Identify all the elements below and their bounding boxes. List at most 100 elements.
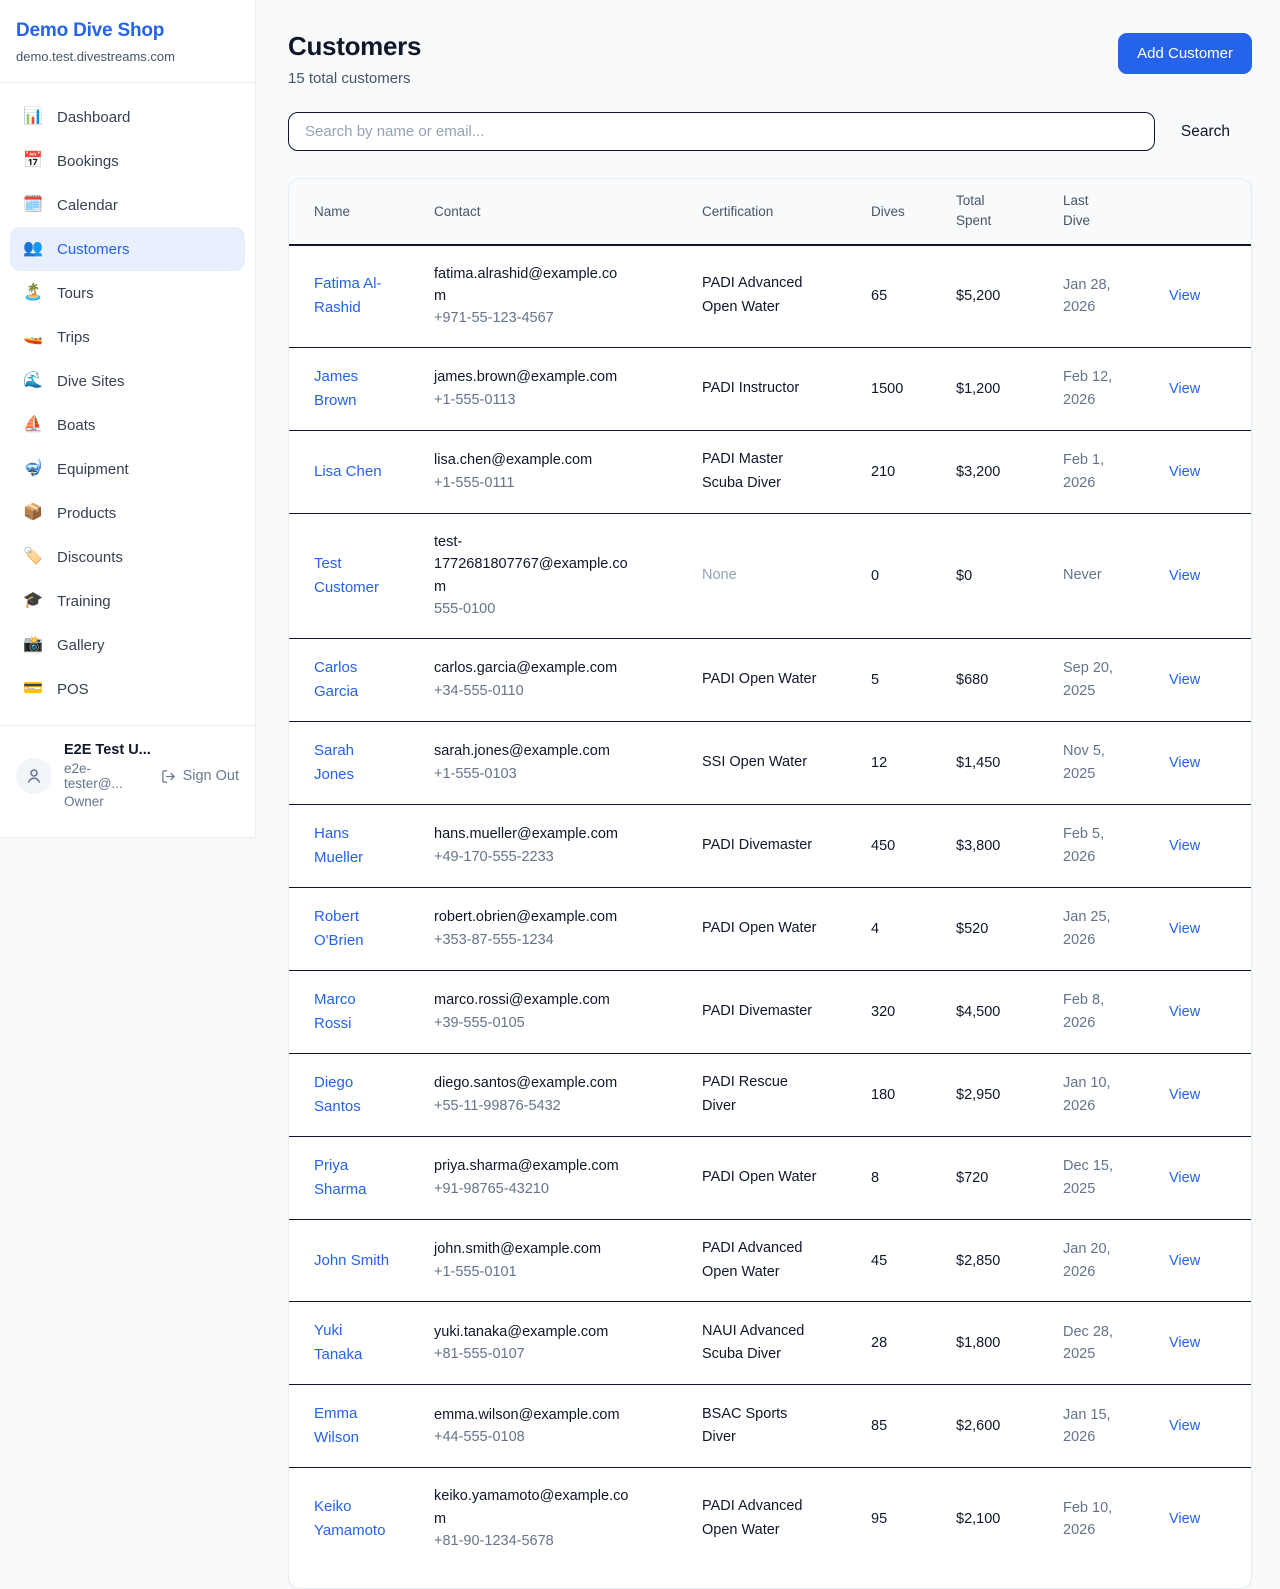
customer-last-dive: Dec 15, 2025 bbox=[1063, 1158, 1113, 1197]
customer-name-link[interactable]: Keiko Yamamoto bbox=[314, 1498, 386, 1540]
customer-name-link[interactable]: Test Customer bbox=[314, 554, 380, 596]
customer-name-link[interactable]: James Brown bbox=[314, 367, 359, 409]
sidebar-item-boats[interactable]: ⛵ Boats bbox=[10, 403, 245, 447]
camera-icon: 📸 bbox=[23, 636, 43, 653]
sidebar-item-products[interactable]: 📦 Products bbox=[10, 491, 245, 535]
customer-phone: +1-555-0103 bbox=[434, 765, 517, 782]
sidebar-item-dive-sites[interactable]: 🌊 Dive Sites bbox=[10, 359, 245, 403]
customer-last-dive: Feb 1, 2026 bbox=[1063, 452, 1105, 491]
customer-total-spent: $2,850 bbox=[956, 1218, 1063, 1302]
customer-email: marco.rossi@example.com bbox=[434, 992, 610, 1009]
view-link[interactable]: View bbox=[1169, 837, 1201, 854]
view-link[interactable]: View bbox=[1169, 671, 1201, 688]
sidebar-header: Demo Dive Shop demo.test.divestreams.com bbox=[0, 0, 255, 83]
view-link[interactable]: View bbox=[1169, 567, 1201, 584]
customer-name-link[interactable]: Yuki Tanaka bbox=[314, 1322, 363, 1364]
table-row: Fatima Al-Rashid fatima.alrashid@example… bbox=[289, 244, 1251, 348]
customer-name-link[interactable]: Fatima Al-Rashid bbox=[314, 275, 382, 317]
sidebar-item-label: Discounts bbox=[57, 548, 123, 566]
sign-out-button[interactable]: Sign Out bbox=[161, 768, 239, 784]
sidebar-item-tours[interactable]: 🏝️ Tours bbox=[10, 271, 245, 315]
customer-name-link[interactable]: Lisa Chen bbox=[314, 462, 382, 480]
customer-dives: 1500 bbox=[871, 346, 956, 431]
customer-certification: PADI Master Scuba Diver bbox=[702, 450, 784, 491]
search-input[interactable] bbox=[288, 112, 1155, 151]
view-link[interactable]: View bbox=[1169, 1418, 1201, 1435]
view-link[interactable]: View bbox=[1169, 288, 1201, 305]
sidebar-item-trips[interactable]: 🚤 Trips bbox=[10, 315, 245, 359]
add-customer-button[interactable]: Add Customer bbox=[1118, 33, 1252, 74]
customer-dives: 450 bbox=[871, 803, 956, 888]
customers-table: Name Contact Certification Dives Total S… bbox=[289, 179, 1251, 1570]
customer-certification: PADI Open Water bbox=[702, 670, 817, 687]
sidebar-item-customers[interactable]: 👥 Customers bbox=[10, 227, 245, 271]
page-subtitle: 15 total customers bbox=[288, 70, 411, 87]
customer-email: john.smith@example.com bbox=[434, 1241, 602, 1258]
sidebar-item-label: Boats bbox=[57, 416, 96, 434]
sidebar-item-label: Gallery bbox=[57, 636, 105, 654]
view-link[interactable]: View bbox=[1169, 1335, 1201, 1352]
customer-name-link[interactable]: Marco Rossi bbox=[314, 990, 356, 1032]
sidebar-item-label: Equipment bbox=[57, 460, 129, 478]
customer-phone: +39-555-0105 bbox=[434, 1014, 525, 1031]
table-header-row: Name Contact Certification Dives Total S… bbox=[289, 179, 1251, 246]
table-row: Keiko Yamamoto keiko.yamamoto@example.co… bbox=[289, 1467, 1251, 1570]
customer-name-link[interactable]: Sarah Jones bbox=[314, 741, 355, 783]
sidebar-item-gallery[interactable]: 📸 Gallery bbox=[10, 623, 245, 667]
customer-total-spent: $0 bbox=[956, 512, 1063, 639]
sidebar-item-discounts[interactable]: 🏷️ Discounts bbox=[10, 535, 245, 579]
sidebar-item-label: Calendar bbox=[57, 196, 118, 214]
column-header-certification: Certification bbox=[702, 179, 871, 246]
customer-name-link[interactable]: Hans Mueller bbox=[314, 824, 364, 866]
view-link[interactable]: View bbox=[1169, 1511, 1201, 1528]
sidebar-item-bookings[interactable]: 📅 Bookings bbox=[10, 139, 245, 183]
customer-name-link[interactable]: John Smith bbox=[314, 1251, 390, 1269]
customer-dives: 8 bbox=[871, 1135, 956, 1220]
customer-certification: PADI Divemaster bbox=[702, 1002, 813, 1019]
table-row: Hans Mueller hans.mueller@example.com +4… bbox=[289, 803, 1251, 888]
sidebar-item-training[interactable]: 🎓 Training bbox=[10, 579, 245, 623]
sidebar-item-label: Bookings bbox=[57, 152, 119, 170]
sidebar-item-pos[interactable]: 💳 POS bbox=[10, 667, 245, 711]
customer-last-dive: Jan 25, 2026 bbox=[1063, 909, 1111, 948]
view-link[interactable]: View bbox=[1169, 1086, 1201, 1103]
customer-name-link[interactable]: Diego Santos bbox=[314, 1073, 361, 1115]
customer-total-spent: $720 bbox=[956, 1135, 1063, 1220]
customer-dives: 0 bbox=[871, 512, 956, 639]
customer-total-spent: $1,800 bbox=[956, 1301, 1063, 1385]
customer-name-link[interactable]: Emma Wilson bbox=[314, 1405, 360, 1447]
sidebar-item-calendar[interactable]: 🗓️ Calendar bbox=[10, 183, 245, 227]
customer-email: robert.obrien@example.com bbox=[434, 909, 618, 926]
customer-name-link[interactable]: Robert O'Brien bbox=[314, 907, 364, 949]
view-link[interactable]: View bbox=[1169, 920, 1201, 937]
sidebar-item-equipment[interactable]: 🤿 Equipment bbox=[10, 447, 245, 491]
customer-name-link[interactable]: Priya Sharma bbox=[314, 1156, 367, 1198]
view-link[interactable]: View bbox=[1169, 1169, 1201, 1186]
customer-certification: None bbox=[702, 566, 737, 583]
customer-total-spent: $2,100 bbox=[956, 1467, 1063, 1570]
customer-email: sarah.jones@example.com bbox=[434, 743, 610, 760]
user-email: e2e-tester@... bbox=[64, 761, 123, 791]
customer-name-link[interactable]: Carlos Garcia bbox=[314, 658, 359, 700]
sidebar-item-dashboard[interactable]: 📊 Dashboard bbox=[10, 95, 245, 139]
customer-phone: +55-11-99876-5432 bbox=[434, 1097, 561, 1114]
customer-phone: +971-55-123-4567 bbox=[434, 310, 554, 327]
view-link[interactable]: View bbox=[1169, 380, 1201, 397]
user-info: E2E Test U... e2e-tester@... Sign Out Ow… bbox=[64, 742, 239, 809]
view-link[interactable]: View bbox=[1169, 754, 1201, 771]
column-header-last-dive: Last Dive bbox=[1063, 179, 1169, 246]
customer-certification: PADI Instructor bbox=[702, 379, 800, 396]
bar-chart-icon: 📊 bbox=[23, 108, 43, 125]
customer-email: carlos.garcia@example.com bbox=[434, 660, 618, 677]
view-link[interactable]: View bbox=[1169, 463, 1201, 480]
customer-certification: PADI Advanced Open Water bbox=[702, 275, 803, 316]
view-link[interactable]: View bbox=[1169, 1003, 1201, 1020]
calendar-icon: 📅 bbox=[23, 152, 43, 169]
customer-email: test-1772681807767@example.com bbox=[434, 533, 628, 595]
customer-phone: +91-98765-43210 bbox=[434, 1180, 549, 1197]
search-button[interactable]: Search bbox=[1180, 122, 1230, 140]
table-row: Robert O'Brien robert.obrien@example.com… bbox=[289, 886, 1251, 971]
table-row: Marco Rossi marco.rossi@example.com +39-… bbox=[289, 969, 1251, 1054]
view-link[interactable]: View bbox=[1169, 1252, 1201, 1269]
customer-last-dive: Feb 8, 2026 bbox=[1063, 992, 1105, 1031]
